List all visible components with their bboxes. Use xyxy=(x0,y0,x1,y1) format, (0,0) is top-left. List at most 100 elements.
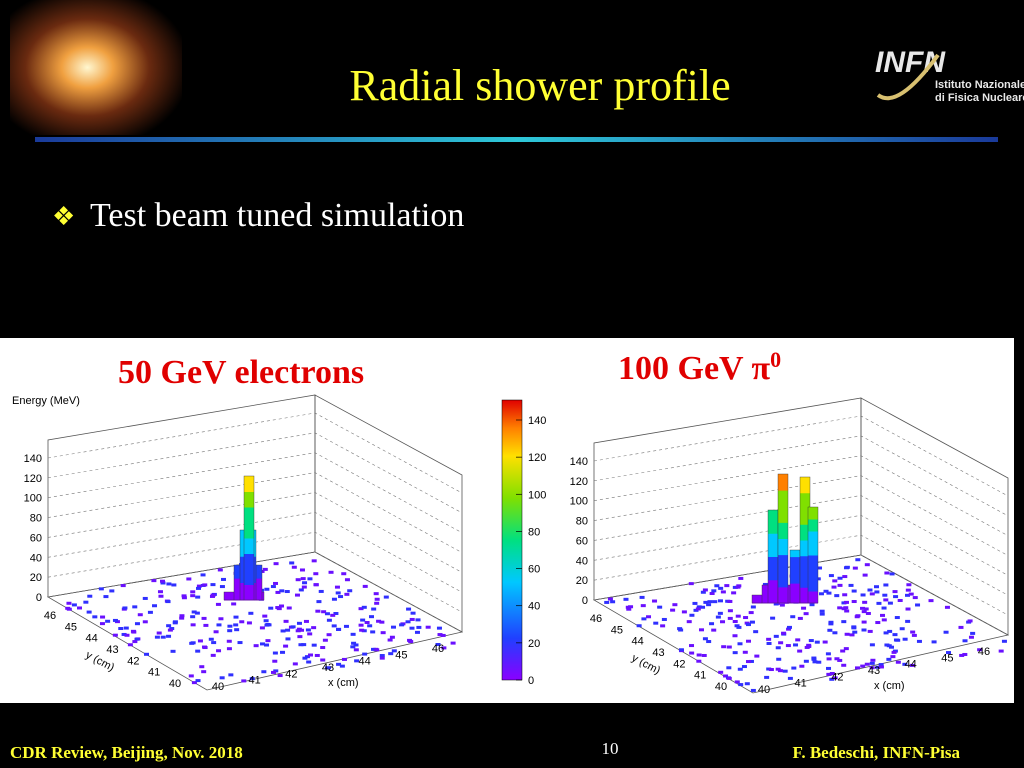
floor-cell xyxy=(737,667,743,671)
floor-cell xyxy=(371,647,377,651)
floor-cell xyxy=(718,586,724,590)
floor-cell xyxy=(865,611,871,615)
grid-line xyxy=(593,514,1009,596)
grid-line xyxy=(593,435,1009,517)
floor-cell xyxy=(137,613,143,617)
y-tick-label: 45 xyxy=(611,624,623,636)
floor-cell xyxy=(720,620,726,624)
grid-line xyxy=(47,492,463,573)
floor-cell xyxy=(344,578,350,582)
floor-cell xyxy=(285,637,291,641)
floor-cell xyxy=(698,628,704,632)
floor-cell xyxy=(869,666,875,670)
floor-cell xyxy=(738,576,744,580)
floor-cell xyxy=(159,579,165,583)
floor-cell xyxy=(834,594,840,598)
y-tick-label: 40 xyxy=(169,678,181,690)
floor-cell xyxy=(280,629,286,633)
floor-cell xyxy=(905,588,911,592)
floor-cell xyxy=(748,659,754,663)
floor-cell xyxy=(891,650,897,654)
tower-segment xyxy=(800,555,810,572)
floor-cell xyxy=(842,575,848,579)
floor-cell xyxy=(639,595,645,599)
floor-cell xyxy=(122,606,128,610)
floor-cell xyxy=(343,624,349,628)
z-tick-label: 20 xyxy=(30,572,42,584)
floor-cell xyxy=(216,649,222,653)
bullet-icon: ❖ xyxy=(52,202,75,231)
floor-cell xyxy=(202,583,208,587)
floor-cell xyxy=(657,605,663,609)
floor-cell xyxy=(882,593,888,597)
floor-cell xyxy=(237,641,243,645)
tower-segment xyxy=(800,571,810,588)
floor-cell xyxy=(841,601,847,605)
tower-segment xyxy=(768,521,778,534)
floor-cell xyxy=(259,626,265,630)
floor-cell xyxy=(166,582,172,586)
floor-cell xyxy=(291,565,297,569)
floor-cell xyxy=(895,660,901,664)
floor-cell xyxy=(778,641,784,645)
floor-cell xyxy=(373,592,379,596)
floor-cell xyxy=(702,588,708,592)
y-tick-label: 41 xyxy=(148,667,160,679)
floor-cell xyxy=(745,660,751,664)
tower-segment xyxy=(790,556,800,564)
floor-cell xyxy=(151,579,157,583)
floor-cell xyxy=(388,652,394,656)
floor-cell xyxy=(307,577,313,581)
floor-cell xyxy=(249,677,255,681)
floor-cell xyxy=(264,643,270,647)
floor-cell xyxy=(264,623,270,627)
floor-cell xyxy=(707,600,713,604)
floor-cell xyxy=(374,597,380,601)
floor-cell xyxy=(750,605,756,609)
floor-cell xyxy=(876,601,882,605)
plot-title: 100 GeV π0 xyxy=(618,347,781,387)
floor-cell xyxy=(661,617,667,621)
floor-cell xyxy=(958,625,964,629)
tower-segment xyxy=(244,553,254,570)
floor-cell xyxy=(700,605,706,609)
floor-cell xyxy=(196,586,202,590)
logo-swoosh xyxy=(876,53,940,101)
floor-cell xyxy=(762,582,768,586)
floor-cell xyxy=(827,628,833,632)
floor-cell xyxy=(195,595,201,599)
floor-cell xyxy=(887,629,893,633)
floor-cell xyxy=(727,599,733,603)
floor-cell xyxy=(350,645,356,649)
tower-segment xyxy=(800,587,810,604)
grid-line xyxy=(593,415,1009,497)
floor-cell xyxy=(334,585,340,589)
floor-cell xyxy=(689,651,695,655)
floor-cell xyxy=(160,581,166,585)
floor-cell xyxy=(405,620,411,624)
floor-cell xyxy=(670,608,676,612)
floor-cell xyxy=(190,590,196,594)
floor-cell xyxy=(234,628,240,632)
floor-cell xyxy=(65,606,71,610)
floor-cell xyxy=(717,599,723,603)
floor-cell xyxy=(112,633,118,637)
x-tick-label: 40 xyxy=(212,681,224,693)
floor-cell xyxy=(731,591,737,595)
floor-cell xyxy=(912,596,918,600)
floor-cell xyxy=(696,659,702,663)
floor-cell xyxy=(105,619,111,623)
floor-cell xyxy=(886,657,892,661)
floor-cell xyxy=(353,648,359,652)
y-tick-label: 40 xyxy=(715,681,727,693)
floor-cell xyxy=(383,595,389,599)
floor-cell xyxy=(844,609,850,613)
grid-line xyxy=(47,412,463,494)
floor-cell xyxy=(302,581,308,585)
floor-cell xyxy=(326,618,332,622)
floor-cell xyxy=(686,620,692,624)
grid-line xyxy=(593,554,1009,636)
floor-cell xyxy=(828,622,834,626)
tower-segment xyxy=(790,550,800,558)
tower-segment xyxy=(790,569,800,577)
